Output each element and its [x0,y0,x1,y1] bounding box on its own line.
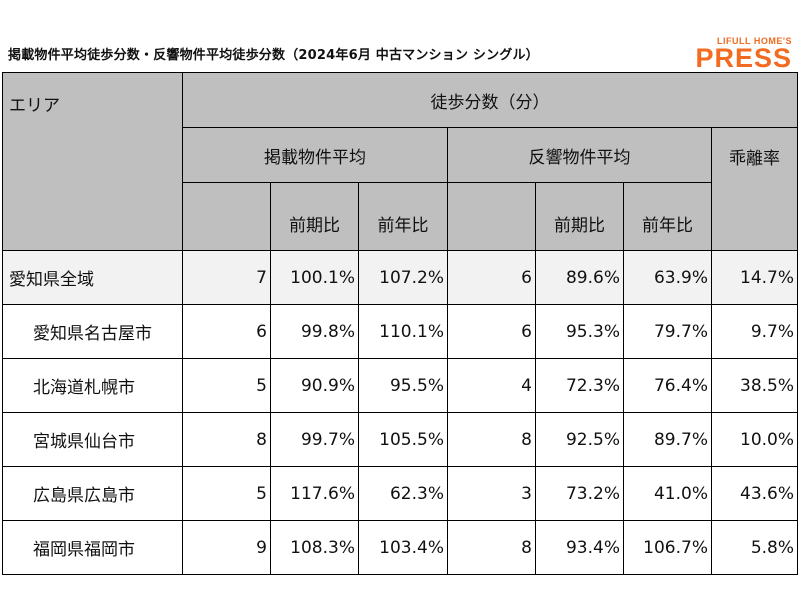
area-name: 愛知県名古屋市 [2,304,183,359]
header-listed-average: 掲載物件平均 [182,127,448,183]
response-prev-year: 89.7% [623,412,712,467]
listed-prev-period: 108.3% [270,520,359,575]
walking-time-table: エリア 徒歩分数（分） 掲載物件平均 反響物件平均 乖離率 前期比 前年比 前期… [2,72,799,575]
listed-prev-year: 95.5% [358,358,448,413]
response-prev-period: 72.3% [535,358,624,413]
table-row: 愛知県全域 7 100.1% 107.2% 6 89.6% 63.9% 14.7… [2,250,799,305]
table-row: 宮城県仙台市 8 99.7% 105.5% 8 92.5% 89.7% 10.0… [2,412,799,467]
listed-minutes: 6 [182,304,271,359]
listed-prev-period: 117.6% [270,466,359,521]
response-prev-year: 106.7% [623,520,712,575]
header-divergence: 乖離率 [710,127,799,251]
logo-top-text: LIFULL HOME'S [717,36,792,46]
area-name: 福岡県福岡市 [2,520,183,575]
response-prev-year: 63.9% [623,250,712,305]
listed-prev-period: 99.7% [270,412,359,467]
table-row: 愛知県名古屋市 6 99.8% 110.1% 6 95.3% 79.7% 9.7… [2,304,799,359]
response-prev-period: 95.3% [535,304,624,359]
area-name: 北海道札幌市 [2,358,183,413]
response-prev-year: 76.4% [623,358,712,413]
brand-logo: LIFULL HOME'S PRESS [692,36,792,73]
listed-prev-year: 107.2% [358,250,448,305]
header-listed-value [182,182,271,251]
logo-main-text: PRESS [695,43,792,73]
page-title: 掲載物件平均徒歩分数・反響物件平均徒歩分数（2024年6月 中古マンション シン… [8,48,539,63]
listed-prev-period: 90.9% [270,358,359,413]
listed-prev-year: 62.3% [358,466,448,521]
area-name: 愛知県全域 [2,250,183,305]
divergence-rate: 5.8% [710,520,799,575]
response-minutes: 8 [447,520,536,575]
response-minutes: 8 [447,412,536,467]
table-row: 北海道札幌市 5 90.9% 95.5% 4 72.3% 76.4% 38.5% [2,358,799,413]
area-name: 宮城県仙台市 [2,412,183,467]
divergence-rate: 9.7% [710,304,799,359]
listed-minutes: 5 [182,358,271,413]
table-row: 福岡県福岡市 9 108.3% 103.4% 8 93.4% 106.7% 5.… [2,520,799,575]
divergence-rate: 38.5% [710,358,799,413]
header-response-prev-period: 前期比 [535,182,624,251]
header-response-prev-year: 前年比 [623,182,712,251]
listed-minutes: 5 [182,466,271,521]
response-prev-period: 89.6% [535,250,624,305]
listed-prev-year: 105.5% [358,412,448,467]
response-prev-period: 73.2% [535,466,624,521]
response-prev-year: 41.0% [623,466,712,521]
response-prev-period: 92.5% [535,412,624,467]
response-minutes: 3 [447,466,536,521]
response-minutes: 6 [447,304,536,359]
response-minutes: 6 [447,250,536,305]
response-minutes: 4 [447,358,536,413]
listed-prev-period: 100.1% [270,250,359,305]
divergence-rate: 14.7% [710,250,799,305]
listed-prev-year: 110.1% [358,304,448,359]
header-walk-minutes: 徒歩分数（分） [181,72,799,128]
listed-minutes: 8 [182,412,271,467]
divergence-rate: 43.6% [710,466,799,521]
response-prev-year: 79.7% [623,304,712,359]
header-listed-prev-year: 前年比 [358,182,448,251]
divergence-rate: 10.0% [710,412,799,467]
area-name: 広島県広島市 [2,466,183,521]
header-listed-prev-period: 前期比 [270,182,359,251]
response-prev-period: 93.4% [535,520,624,575]
listed-minutes: 7 [182,250,271,305]
header-response-value [447,182,536,251]
table-row: 広島県広島市 5 117.6% 62.3% 3 73.2% 41.0% 43.6… [2,466,799,521]
header-response-average: 反響物件平均 [447,127,712,183]
listed-minutes: 9 [182,520,271,575]
listed-prev-period: 99.8% [270,304,359,359]
header-area: エリア [2,72,183,251]
listed-prev-year: 103.4% [358,520,448,575]
